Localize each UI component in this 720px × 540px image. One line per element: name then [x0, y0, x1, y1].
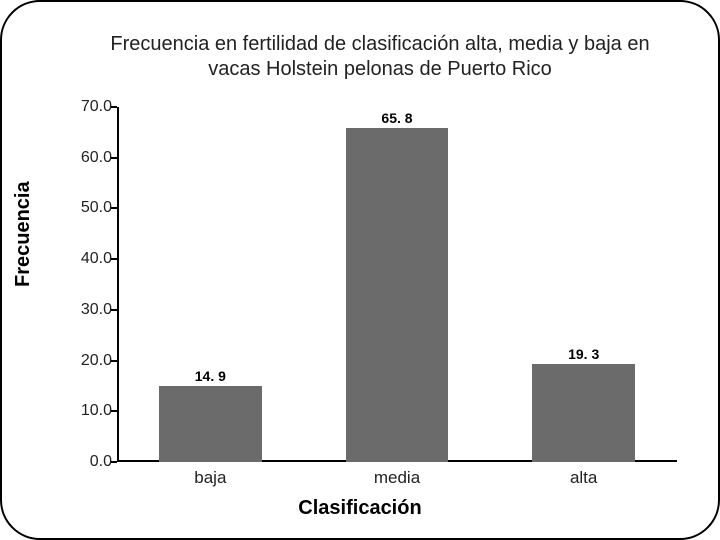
chart-title: Frecuencia en fertilidad de clasificació… [102, 32, 658, 82]
bar [532, 364, 635, 462]
y-tick-mark [111, 461, 117, 463]
y-tick-label: 40.0 [67, 250, 112, 268]
y-tick-label: 20.0 [67, 352, 112, 370]
y-tick-mark [111, 309, 117, 311]
y-tick-mark [111, 360, 117, 362]
category-label: alta [570, 468, 597, 488]
y-tick-label: 50.0 [67, 199, 112, 217]
category-label: media [374, 468, 420, 488]
y-axis-label: Frecuencia [12, 181, 35, 287]
y-tick-label: 0.0 [67, 453, 112, 471]
y-tick-label: 60.0 [67, 149, 112, 167]
plot-area: 0.010.020.030.040.050.060.070.014. 9baja… [117, 107, 677, 462]
chart-frame: Frecuencia en fertilidad de clasificació… [0, 0, 720, 540]
bar [159, 386, 262, 462]
y-tick-label: 70.0 [67, 98, 112, 116]
category-label: baja [194, 468, 226, 488]
y-axis-line [117, 107, 119, 462]
y-tick-mark [111, 157, 117, 159]
y-tick-mark [111, 207, 117, 209]
bar-value-label: 14. 9 [195, 368, 226, 384]
x-axis-label: Clasificación [2, 497, 718, 520]
y-tick-mark [111, 106, 117, 108]
bar-value-label: 65. 8 [381, 110, 412, 126]
bar [346, 128, 449, 462]
y-tick-label: 30.0 [67, 301, 112, 319]
y-tick-label: 10.0 [67, 402, 112, 420]
y-tick-mark [111, 410, 117, 412]
bar-value-label: 19. 3 [568, 346, 599, 362]
y-tick-mark [111, 258, 117, 260]
